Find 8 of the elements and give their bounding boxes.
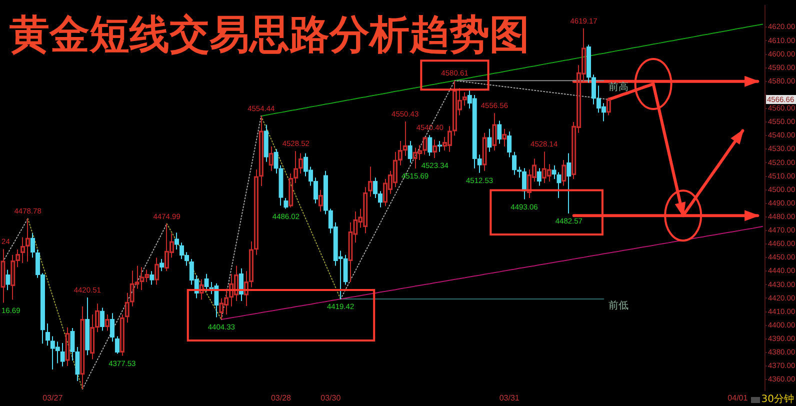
x-tick-label: 03/27	[42, 393, 64, 402]
text: 30分钟	[761, 392, 794, 405]
x-tick-label: 03/31	[499, 393, 520, 402]
chart-title: 黄金短线交易思路分析趋势图	[10, 12, 530, 58]
x-tick-label: 04/01	[728, 393, 748, 402]
x-tick-label: 03/28	[270, 393, 292, 402]
series-label: 前低	[608, 300, 629, 312]
x-tick-label: 03/30	[320, 393, 342, 402]
